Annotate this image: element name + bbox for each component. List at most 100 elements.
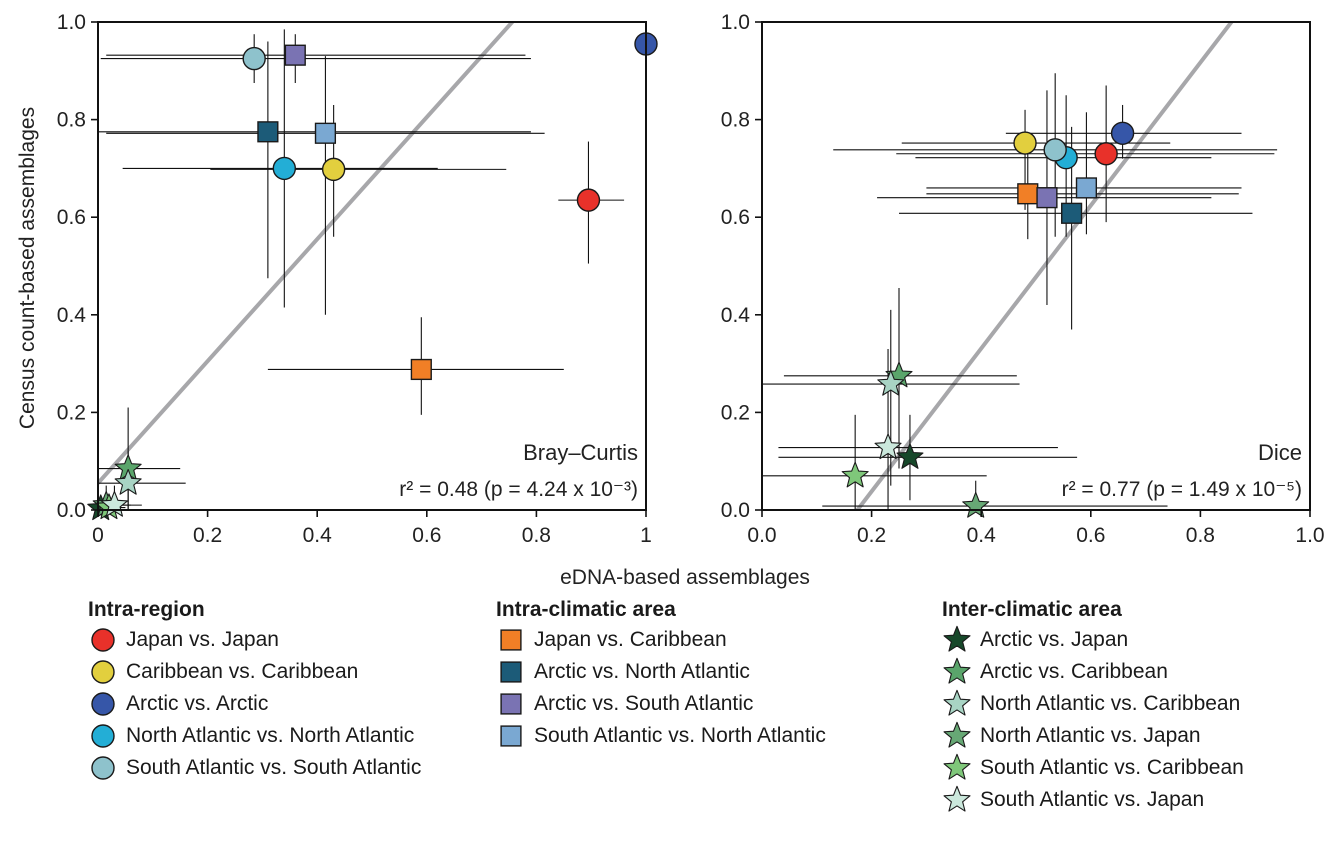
y-tick-label: 1.0 (57, 11, 86, 34)
legend-item: North Atlantic vs. North Atlantic (88, 720, 421, 752)
point-japan_vs_caribbean (410, 358, 432, 381)
y-tick-label: 0.4 (721, 304, 751, 327)
x-tick-label: 0 (92, 524, 104, 547)
point-arctic_vs_japan (896, 443, 924, 469)
legend-item: Caribbean vs. Caribbean (88, 656, 421, 688)
point-north_atlantic_vs_caribbean (114, 468, 142, 495)
legend-item: North Atlantic vs. Japan (942, 720, 1244, 752)
legend-item-label: Arctic vs. Arctic (126, 692, 269, 715)
x-tick-label: 0.2 (193, 524, 222, 547)
legend-item: Arctic vs. Caribbean (942, 656, 1244, 688)
legend-title-intra-climatic-area: Intra-climatic area (496, 598, 676, 621)
legend-item-label: Arctic vs. Japan (980, 628, 1129, 651)
regression-stat: r² = 0.48 (p = 4.24 x 10⁻³) (399, 478, 638, 501)
error-bars (98, 22, 646, 510)
legend-marker (943, 657, 971, 684)
y-tick-label: 1.0 (721, 11, 750, 34)
y-axis-label: Census count-based assemblages (16, 107, 39, 429)
y-tick-label: 0.2 (721, 401, 750, 424)
x-tick-label: 0.0 (747, 524, 776, 547)
legend-title-inter-climatic-area: Inter-climatic area (942, 598, 1122, 621)
point-south_atlantic_vs_japan (874, 433, 902, 460)
legend-item: North Atlantic vs. Caribbean (942, 688, 1244, 720)
point-north_atlantic_vs_north_atlantic (272, 156, 297, 181)
legend-marker (943, 785, 971, 812)
panel-label: Bray–Curtis (523, 440, 638, 465)
point-arctic_vs_north_atlantic (1061, 202, 1083, 224)
legend-marker (91, 724, 115, 748)
point-japan_vs_japan (1094, 142, 1118, 166)
point-arctic_vs_north_atlantic (257, 121, 279, 143)
x-tick-label: 0.6 (412, 524, 441, 547)
star-marker-icon (943, 785, 971, 812)
y-tick-label: 0.0 (57, 499, 86, 522)
legend-marker (943, 721, 971, 748)
legend-title-intra-region: Intra-region (88, 598, 205, 621)
legend-intra-region: Intra-region Japan vs. Japan Caribbean vs… (88, 596, 421, 784)
legend-item: Arctic vs. Japan (942, 624, 1244, 656)
circle-marker-icon (91, 756, 115, 780)
y-tick-label: 0.2 (57, 401, 86, 424)
point-caribbean_vs_caribbean (1013, 131, 1037, 155)
legend-item-label: North Atlantic vs. Japan (980, 724, 1201, 747)
x-tick-label: 0.6 (1076, 524, 1105, 547)
legend-item-label: Arctic vs. Caribbean (980, 660, 1168, 683)
legend-item-label: South Atlantic vs. South Atlantic (126, 756, 422, 779)
legend-item: South Atlantic vs. Caribbean (942, 752, 1244, 784)
legend-marker (500, 629, 522, 651)
star-marker-icon (943, 657, 971, 684)
point-arctic_vs_arctic (1110, 121, 1135, 145)
legend-marker (91, 692, 115, 716)
legend-marker (91, 660, 115, 684)
legend-marker (943, 625, 971, 652)
square-marker-icon (500, 725, 522, 747)
panel-bray-curtis: 0 0.2 0.4 0.6 0.8 1 0.0 0.2 0.4 0.6 0.8 1.0 Bray–Cur… (57, 11, 658, 547)
y-tick-label: 0.8 (57, 109, 86, 132)
legend-item-label: Japan vs. Caribbean (534, 628, 727, 651)
point-caribbean_vs_caribbean (321, 157, 346, 182)
point-north_atlantic_vs_japan (962, 491, 990, 518)
circle-marker-icon (91, 724, 115, 748)
x-tick-label: 0.4 (967, 524, 997, 547)
regression-line (854, 22, 1234, 510)
regression-line (98, 22, 515, 485)
point-arctic_vs_south_atlantic (1036, 187, 1058, 209)
legend-item: Japan vs. Japan (88, 624, 421, 656)
y-tick-label: 0.6 (721, 206, 750, 229)
square-marker-icon (500, 693, 522, 715)
point-south_atlantic_vs_north_atlantic (1075, 177, 1098, 199)
x-tick-label: 0.4 (303, 524, 333, 547)
legend-item-label: South Atlantic vs. North Atlantic (534, 724, 826, 747)
legend-item-label: Arctic vs. North Atlantic (534, 660, 750, 683)
panel-label: Dice (1258, 440, 1302, 465)
plot-frame (97, 21, 647, 511)
y-tick-label: 0.0 (721, 499, 750, 522)
point-north_atlantic_vs_caribbean (877, 369, 905, 396)
star-marker-icon (943, 625, 971, 652)
point-south_atlantic_vs_south_atlantic (242, 46, 266, 71)
legend-marker (943, 753, 971, 780)
y-tick-label: 0.8 (721, 109, 750, 132)
legend-marker (500, 693, 522, 715)
point-south_atlantic_vs_caribbean (841, 461, 869, 488)
point-japan_vs_japan (576, 188, 601, 212)
legend-item: Japan vs. Caribbean (496, 624, 826, 656)
legend-item: Arctic vs. South Atlantic (496, 688, 826, 720)
legend-marker (91, 628, 115, 652)
legend-item: South Atlantic vs. North Atlantic (496, 720, 826, 752)
legend-marker (500, 661, 522, 683)
star-marker-icon (943, 753, 971, 780)
star-marker-icon (943, 689, 971, 716)
legend-item-label: North Atlantic vs. Caribbean (980, 692, 1241, 715)
point-south_atlantic_vs_japan (100, 490, 128, 517)
legend-marker (943, 689, 971, 716)
legend-item: South Atlantic vs. Japan (942, 784, 1244, 816)
legend-item-label: Arctic vs. South Atlantic (534, 692, 754, 715)
plot-frame (761, 21, 1311, 511)
square-marker-icon (500, 661, 522, 683)
legend-item: Arctic vs. Arctic (88, 688, 421, 720)
legend-item-label: Japan vs. Japan (126, 628, 279, 651)
legend-item-label: Caribbean vs. Caribbean (126, 660, 359, 683)
legend-intra-climatic-area: Intra-climatic area Japan vs. Caribbean A… (496, 596, 826, 752)
y-tick-label: 0.4 (57, 304, 87, 327)
